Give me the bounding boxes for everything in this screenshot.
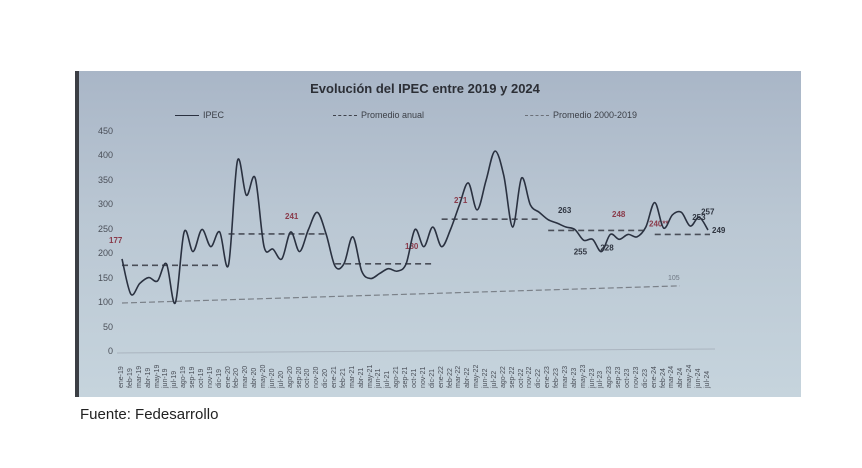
annual-average-label: 240** xyxy=(649,220,669,229)
chart-photo: Evolución del IPEC entre 2019 y 2024 IPE… xyxy=(75,71,801,397)
y-tick-label: 400 xyxy=(97,150,113,160)
legend-ipec: IPEC xyxy=(175,110,224,120)
legend-label: Promedio anual xyxy=(361,110,425,120)
hist-average-label: 105 xyxy=(668,275,680,282)
point-annotation: 228 xyxy=(600,243,614,252)
legend-annual: Promedio anual xyxy=(333,110,424,120)
legend-dashed-line-icon xyxy=(333,115,357,117)
annual-average-label: 241 xyxy=(285,212,299,221)
y-tick-label: 100 xyxy=(97,297,113,307)
point-annotation: 255 xyxy=(574,247,588,256)
y-tick-label: 300 xyxy=(97,199,113,209)
y-tick-label: 250 xyxy=(97,223,113,234)
annual-average-label: 180 xyxy=(405,242,419,251)
legend-label: IPEC xyxy=(203,110,225,120)
photo-edge xyxy=(75,71,79,397)
y-tick-label: 50 xyxy=(102,321,113,332)
legend-label: Promedio 2000-2019 xyxy=(553,110,638,120)
legend-dotted-line-icon xyxy=(525,115,549,117)
point-annotation: 253 xyxy=(692,213,706,222)
hist-average-line xyxy=(121,285,681,304)
point-annotation: 257 xyxy=(701,207,715,216)
y-tick-label: 450 xyxy=(97,125,113,136)
y-tick-label: 150 xyxy=(97,272,113,283)
point-annotation: 249 xyxy=(712,226,726,235)
annual-average-label: 177 xyxy=(109,236,123,245)
source-note: Fuente: Fedesarrollo xyxy=(80,406,219,423)
annual-average-label: 248 xyxy=(612,210,626,219)
x-axis-line xyxy=(116,348,716,354)
legend-solid-line-icon xyxy=(175,115,199,117)
point-annotation: 263 xyxy=(558,206,572,215)
chart-title: Evolución del IPEC entre 2019 y 2024 xyxy=(310,81,540,96)
y-tick-label: 350 xyxy=(97,174,113,185)
y-tick-label: 200 xyxy=(97,248,113,258)
legend-hist: Promedio 2000-2019 xyxy=(525,110,637,120)
y-tick-label: 0 xyxy=(107,346,113,356)
ipec-line xyxy=(121,150,709,304)
